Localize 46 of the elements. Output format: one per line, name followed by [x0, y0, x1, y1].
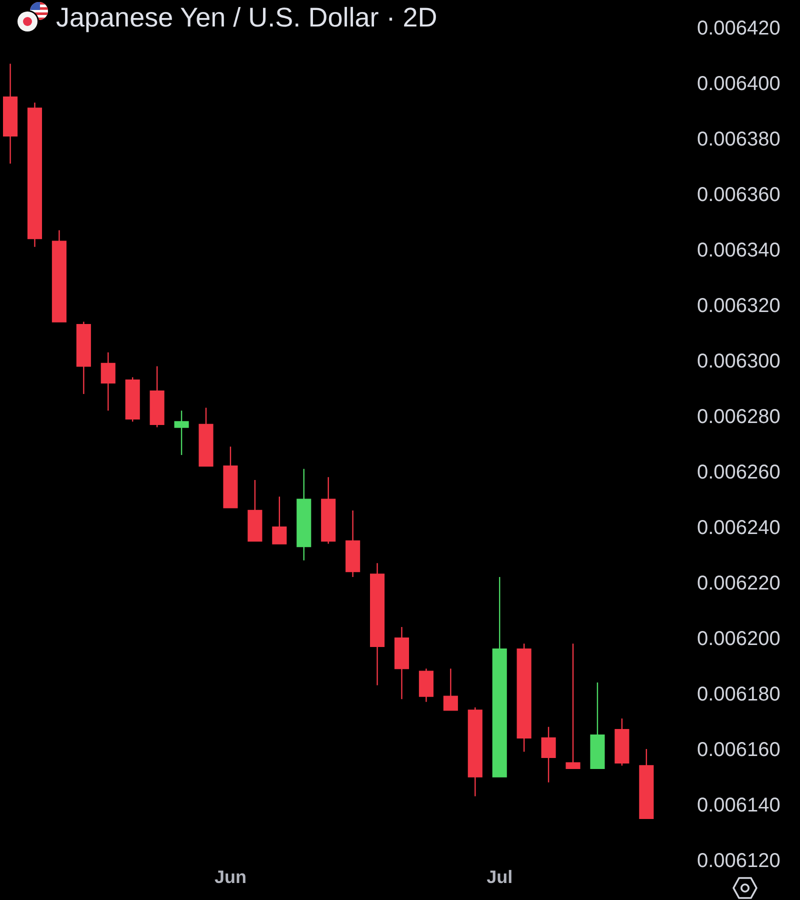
candlestick — [76, 321, 91, 395]
candlestick — [443, 668, 458, 711]
candlestick — [125, 376, 140, 422]
x-tick-label: Jun — [214, 867, 246, 887]
y-tick-label: 0.006260 — [697, 462, 780, 484]
candlestick — [52, 230, 66, 322]
candlestick — [223, 446, 238, 508]
candlestick — [321, 476, 336, 544]
candlestick — [272, 496, 287, 544]
candlestick — [248, 479, 262, 542]
y-tick-label: 0.006420 — [697, 18, 780, 40]
candlestick — [541, 726, 556, 783]
candlestick — [370, 562, 385, 686]
y-tick-label: 0.006280 — [697, 406, 780, 428]
candlestick — [468, 706, 482, 797]
y-tick-label: 0.006340 — [697, 240, 780, 262]
candlestick — [150, 366, 164, 428]
y-tick-label: 0.006200 — [697, 628, 780, 650]
candlestick — [492, 576, 507, 778]
y-tick-label: 0.006300 — [697, 350, 780, 373]
chart-title: Japanese Yen / U.S. Dollar · 2D — [56, 2, 438, 32]
x-tick-label: Jul — [486, 867, 513, 887]
y-tick-label: 0.006140 — [697, 794, 780, 817]
candlestick — [394, 626, 410, 700]
y-tick-label: 0.006380 — [697, 128, 780, 151]
candlestick — [3, 63, 18, 164]
candlestick — [346, 510, 360, 578]
y-tick-label: 0.006320 — [697, 295, 780, 318]
candlestick — [100, 352, 116, 412]
candlestick — [27, 102, 42, 248]
y-tick-label: 0.006160 — [697, 739, 780, 762]
y-tick-label: 0.006360 — [697, 184, 780, 206]
y-tick-label: 0.006120 — [697, 850, 780, 872]
y-tick-label: 0.006240 — [697, 517, 780, 540]
candlestick — [198, 407, 214, 467]
candlestick — [296, 468, 312, 561]
candlestick — [639, 748, 654, 819]
candlestick — [590, 682, 605, 770]
candlestick — [418, 668, 434, 702]
candlestick — [614, 718, 630, 766]
candlestick — [174, 410, 189, 456]
candlestick — [516, 643, 532, 752]
candlestick — [566, 643, 580, 770]
y-tick-label: 0.006180 — [697, 684, 780, 706]
y-tick-label: 0.006220 — [697, 572, 780, 595]
y-tick-label: 0.006400 — [697, 73, 780, 96]
